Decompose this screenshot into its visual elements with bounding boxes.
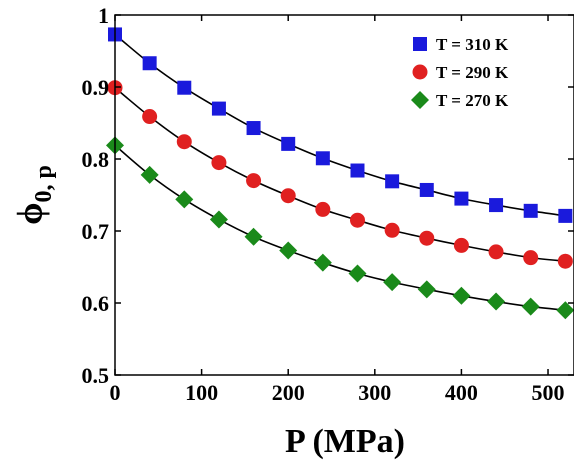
- data-point: [315, 201, 331, 217]
- axis-ticks: 0 100 200 300 400 500 0.5 0.6 0.7 0.8 0.9 1: [82, 3, 574, 405]
- data-point: [177, 80, 192, 95]
- legend-marker: [411, 91, 429, 109]
- plot-frame: [114, 14, 574, 376]
- x-tick-label: 300: [358, 380, 391, 405]
- data-point: [246, 173, 262, 189]
- data-point: [211, 155, 227, 171]
- y-tick-label: 1: [98, 3, 109, 28]
- y-tick-label: 0.8: [82, 147, 110, 172]
- data-point: [140, 165, 159, 184]
- legend: T = 310 K T = 290 K T = 270 K: [411, 35, 509, 110]
- data-point: [557, 253, 573, 269]
- legend-label: T = 310 K: [436, 35, 509, 54]
- y-axis-label-main: ϕ: [10, 202, 50, 224]
- data-point: [142, 109, 158, 125]
- data-markers: [106, 27, 574, 320]
- data-point: [244, 227, 263, 246]
- legend-marker: [413, 37, 427, 51]
- data-point: [348, 264, 367, 283]
- y-axis-label: ϕ0, p: [10, 165, 57, 225]
- data-point: [523, 203, 538, 218]
- data-point: [453, 237, 469, 253]
- y-tick-label: 0.9: [82, 75, 110, 100]
- y-tick-label: 0.6: [82, 291, 110, 316]
- y-tick-label: 0.5: [82, 363, 110, 388]
- data-point: [280, 188, 296, 204]
- data-point: [558, 208, 573, 223]
- y-axis-label-sub: 0, p: [31, 165, 57, 202]
- data-point: [489, 198, 504, 213]
- data-point: [279, 241, 298, 260]
- legend-label: T = 290 K: [436, 63, 509, 82]
- x-axis-label: P (MPa): [285, 423, 405, 460]
- data-point: [142, 56, 157, 71]
- data-point: [211, 101, 226, 116]
- data-point: [417, 280, 436, 299]
- data-point: [313, 253, 332, 272]
- data-point: [454, 191, 469, 206]
- data-point: [521, 297, 540, 316]
- x-tick-label: 100: [185, 380, 218, 405]
- data-point: [384, 222, 400, 238]
- data-point: [385, 174, 400, 189]
- fit-curve: [114, 87, 566, 263]
- data-point: [246, 121, 261, 136]
- data-point: [487, 292, 506, 311]
- data-point: [383, 273, 402, 292]
- legend-marker: [412, 64, 428, 80]
- data-point: [176, 134, 192, 150]
- data-point: [349, 212, 365, 228]
- legend-label: T = 270 K: [436, 91, 509, 110]
- y-tick-label: 0.7: [82, 219, 110, 244]
- data-point: [419, 182, 434, 197]
- data-point: [488, 244, 504, 260]
- fit-curve: [114, 144, 566, 311]
- x-tick-label: 400: [445, 380, 478, 405]
- fit-curve: [114, 33, 566, 217]
- data-point: [209, 210, 228, 229]
- data-point: [350, 163, 365, 178]
- data-point: [523, 250, 539, 266]
- data-point: [556, 301, 574, 320]
- data-point: [452, 286, 471, 305]
- x-tick-label: 0: [110, 380, 121, 405]
- x-tick-label: 500: [532, 380, 565, 405]
- x-tick-label: 200: [272, 380, 305, 405]
- data-point: [281, 136, 296, 151]
- data-point: [315, 151, 330, 166]
- data-point: [419, 230, 435, 246]
- data-point: [175, 190, 194, 209]
